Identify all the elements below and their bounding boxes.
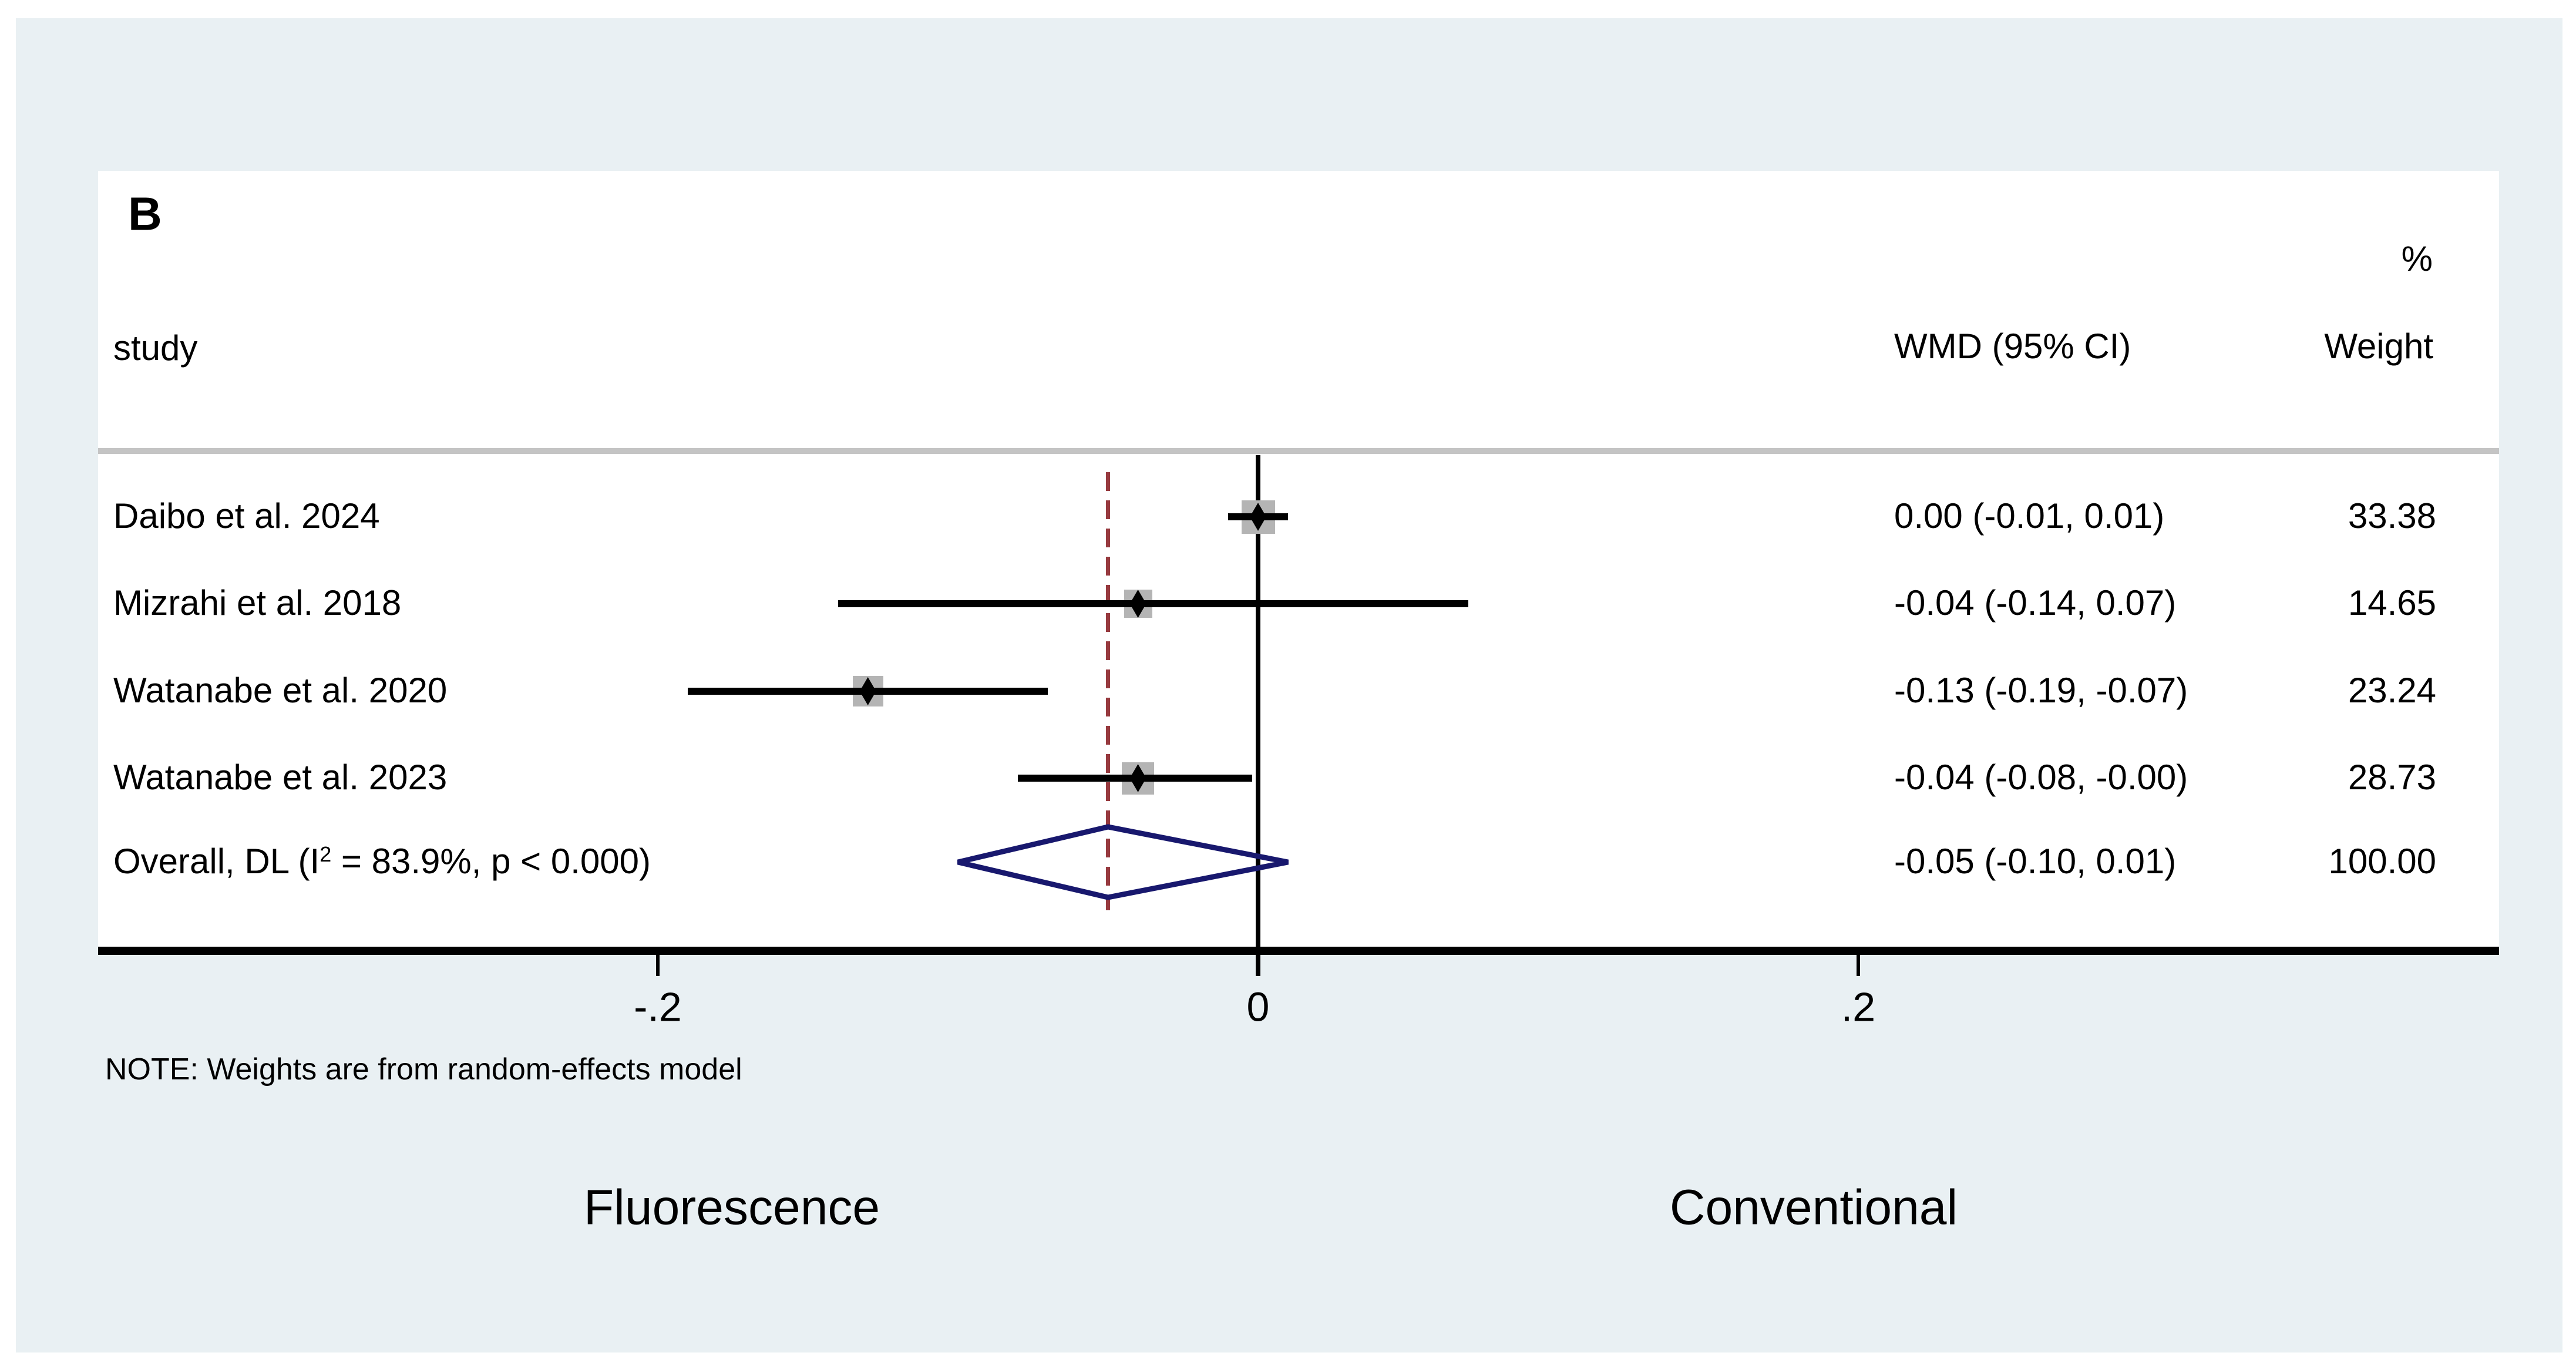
overall-estimate-dashed-line <box>1106 472 1110 910</box>
overall-wmd-value: -0.05 (-0.10, 0.01) <box>1894 841 2177 881</box>
study-weight-value: 23.24 <box>2348 670 2436 710</box>
confidence-interval-line <box>838 600 1468 607</box>
x-axis-tick-label: 0 <box>1246 984 1270 1030</box>
header-separator-line <box>98 448 2499 454</box>
x-axis-tick-label: .2 <box>1841 984 1876 1030</box>
favours-right-label: Conventional <box>1669 1179 1958 1235</box>
study-wmd-value: 0.00 (-0.01, 0.01) <box>1894 496 2165 536</box>
overall-label-prefix: Overall, DL (I <box>113 841 320 881</box>
overall-row-label: Overall, DL (I2 = 83.9%, p < 0.000) <box>113 841 651 881</box>
overall-weight-value: 100.00 <box>2328 841 2436 881</box>
study-wmd-value: -0.04 (-0.08, -0.00) <box>1894 757 2188 797</box>
study-weight-value: 14.65 <box>2348 583 2436 623</box>
study-wmd-value: -0.13 (-0.19, -0.07) <box>1894 670 2188 710</box>
weight-column-header: Weight <box>2324 326 2433 366</box>
favours-left-label: Fluorescence <box>583 1179 880 1235</box>
x-axis-tick <box>1256 955 1260 976</box>
study-weight-value: 33.38 <box>2348 496 2436 536</box>
plot-panel <box>98 171 2499 951</box>
overall-label-suffix: = 83.9%, p < 0.000) <box>331 841 651 881</box>
study-row-label: Watanabe et al. 2023 <box>113 757 448 797</box>
wmd-column-header: WMD (95% CI) <box>1894 326 2131 366</box>
study-row-label: Watanabe et al. 2020 <box>113 670 448 710</box>
footnote: NOTE: Weights are from random-effects mo… <box>105 1052 742 1086</box>
overall-diamond <box>957 824 1289 900</box>
overall-label-superscript: 2 <box>320 842 332 867</box>
panel-letter: B <box>128 187 162 240</box>
study-row-label: Mizrahi et al. 2018 <box>113 583 402 623</box>
study-column-header: study <box>113 328 198 368</box>
x-axis-tick-label: -.2 <box>634 984 682 1030</box>
null-effect-line <box>1256 455 1260 976</box>
study-weight-value: 28.73 <box>2348 757 2436 797</box>
x-axis-tick <box>1857 955 1860 976</box>
x-axis-tick <box>656 955 660 976</box>
study-wmd-value: -0.04 (-0.14, 0.07) <box>1894 583 2177 623</box>
percent-column-header: % <box>2401 238 2433 278</box>
x-axis-line <box>98 947 2499 955</box>
study-row-label: Daibo et al. 2024 <box>113 496 380 536</box>
